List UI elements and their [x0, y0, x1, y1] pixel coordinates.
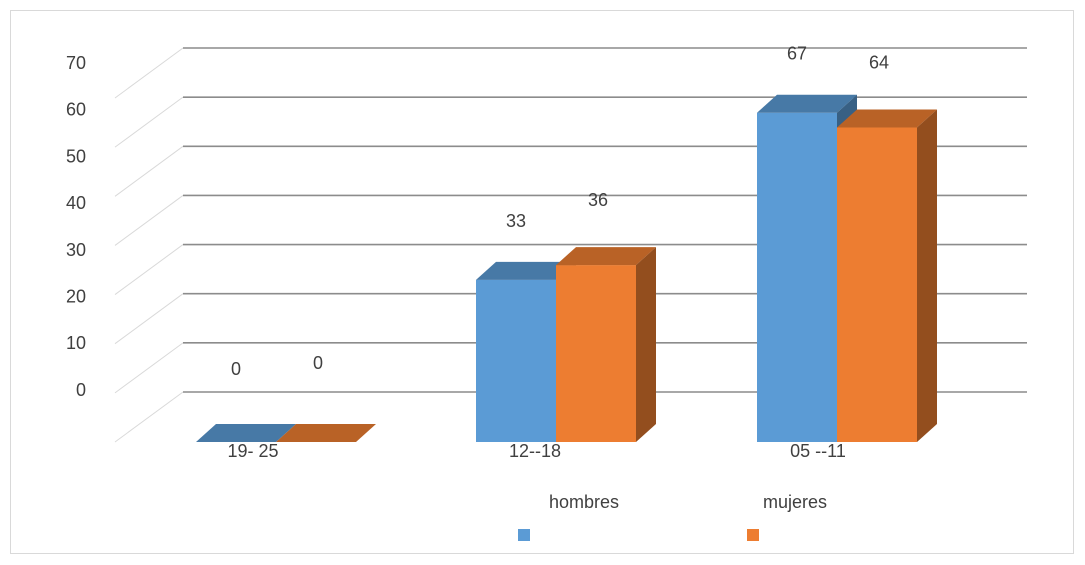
gridline-side	[114, 293, 184, 345]
y-tick-label: 20	[66, 287, 86, 307]
data-label: 0	[231, 359, 241, 379]
gridline-side	[114, 96, 184, 148]
x-tick-label: 05 --11	[790, 441, 846, 461]
bar-top-mujeres	[837, 109, 937, 128]
gridline-side	[114, 145, 184, 197]
y-tick-label: 30	[66, 240, 86, 260]
y-tick-label: 10	[66, 333, 86, 353]
y-tick-label: 70	[66, 53, 86, 73]
bar-side-mujeres	[636, 247, 656, 442]
bar-top-hombres	[476, 261, 576, 280]
x-tick-label: 12--18	[509, 441, 561, 461]
bar-hombres	[476, 279, 556, 442]
gridline-side	[114, 47, 184, 99]
gridline-side	[114, 391, 184, 443]
y-tick-label: 60	[66, 100, 86, 120]
data-label: 33	[506, 211, 526, 231]
x-tick-label: 19- 25	[227, 441, 278, 461]
data-label: 64	[869, 52, 889, 72]
data-label: 0	[313, 353, 323, 373]
gridline-side	[114, 195, 184, 246]
legend-swatch-hombres	[518, 529, 530, 541]
bar-top-mujeres	[276, 424, 376, 442]
legend-label-mujeres: mujeres	[763, 492, 827, 512]
y-tick-label: 0	[76, 380, 86, 400]
gridline-side	[114, 244, 184, 295]
bar-hombres	[757, 112, 837, 442]
bar-top-mujeres	[556, 247, 656, 266]
bar-mujeres	[837, 127, 917, 442]
data-label: 67	[787, 44, 807, 64]
bar-top-hombres	[196, 424, 296, 442]
y-tick-label: 50	[66, 146, 86, 166]
y-tick-label: 40	[66, 193, 86, 213]
legend-label-hombres: hombres	[549, 492, 619, 512]
gridline-side	[114, 342, 184, 394]
bar-top-hombres	[757, 94, 857, 113]
data-label: 36	[588, 190, 608, 210]
bar-side-mujeres	[917, 109, 937, 442]
legend-swatch-mujeres	[747, 529, 759, 541]
bar-mujeres	[556, 265, 636, 442]
